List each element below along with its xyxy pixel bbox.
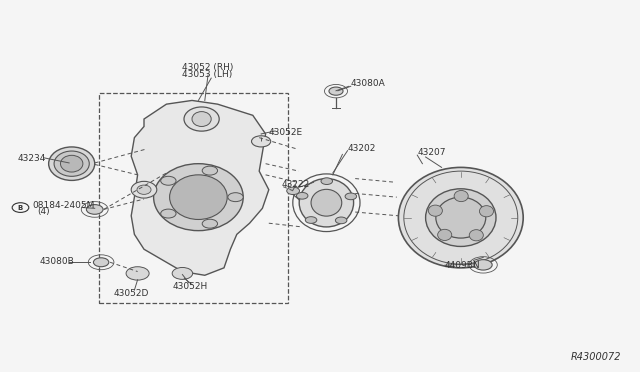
Text: 43202: 43202 (348, 144, 376, 153)
Text: 43207: 43207 (417, 148, 446, 157)
Circle shape (345, 193, 356, 200)
Text: 4409BN: 4409BN (445, 262, 481, 270)
Ellipse shape (438, 229, 452, 240)
Ellipse shape (311, 189, 342, 216)
Circle shape (93, 258, 109, 267)
Circle shape (202, 166, 218, 175)
Text: 43052D: 43052D (114, 289, 149, 298)
Ellipse shape (398, 167, 523, 268)
Ellipse shape (170, 175, 227, 219)
Circle shape (329, 87, 343, 95)
Text: B: B (18, 205, 23, 211)
Circle shape (321, 178, 333, 185)
Text: 43234: 43234 (18, 154, 46, 163)
Text: 43052 (RH): 43052 (RH) (182, 63, 234, 72)
Bar (99, 93, 288, 303)
Text: 43080A: 43080A (351, 79, 385, 88)
Ellipse shape (54, 151, 90, 176)
Ellipse shape (426, 189, 496, 247)
Circle shape (287, 187, 300, 195)
Circle shape (296, 192, 308, 199)
Circle shape (86, 205, 103, 214)
Text: (4): (4) (37, 207, 50, 216)
Circle shape (305, 217, 317, 223)
Ellipse shape (300, 179, 353, 227)
Ellipse shape (137, 185, 151, 195)
Ellipse shape (436, 197, 486, 238)
Circle shape (335, 217, 347, 224)
Text: 43052E: 43052E (269, 128, 303, 137)
Ellipse shape (184, 107, 219, 131)
Polygon shape (131, 100, 269, 275)
Ellipse shape (479, 206, 493, 217)
Circle shape (172, 267, 193, 279)
Ellipse shape (154, 164, 243, 231)
Circle shape (228, 193, 243, 202)
Circle shape (126, 267, 149, 280)
Text: 43080B: 43080B (40, 257, 74, 266)
Circle shape (474, 260, 492, 270)
Text: 43052H: 43052H (173, 282, 208, 291)
Ellipse shape (252, 136, 271, 147)
Text: R4300072: R4300072 (570, 352, 621, 362)
Ellipse shape (469, 230, 483, 241)
Circle shape (202, 219, 218, 228)
Text: 43053 (LH): 43053 (LH) (182, 70, 233, 79)
Ellipse shape (61, 155, 83, 172)
Circle shape (161, 176, 176, 185)
Text: 43222: 43222 (282, 180, 310, 189)
Ellipse shape (49, 147, 95, 180)
Ellipse shape (131, 182, 157, 198)
Ellipse shape (428, 205, 442, 216)
Circle shape (161, 209, 176, 218)
Ellipse shape (192, 112, 211, 126)
Ellipse shape (454, 190, 468, 202)
Text: 08184-2405M: 08184-2405M (32, 201, 94, 210)
